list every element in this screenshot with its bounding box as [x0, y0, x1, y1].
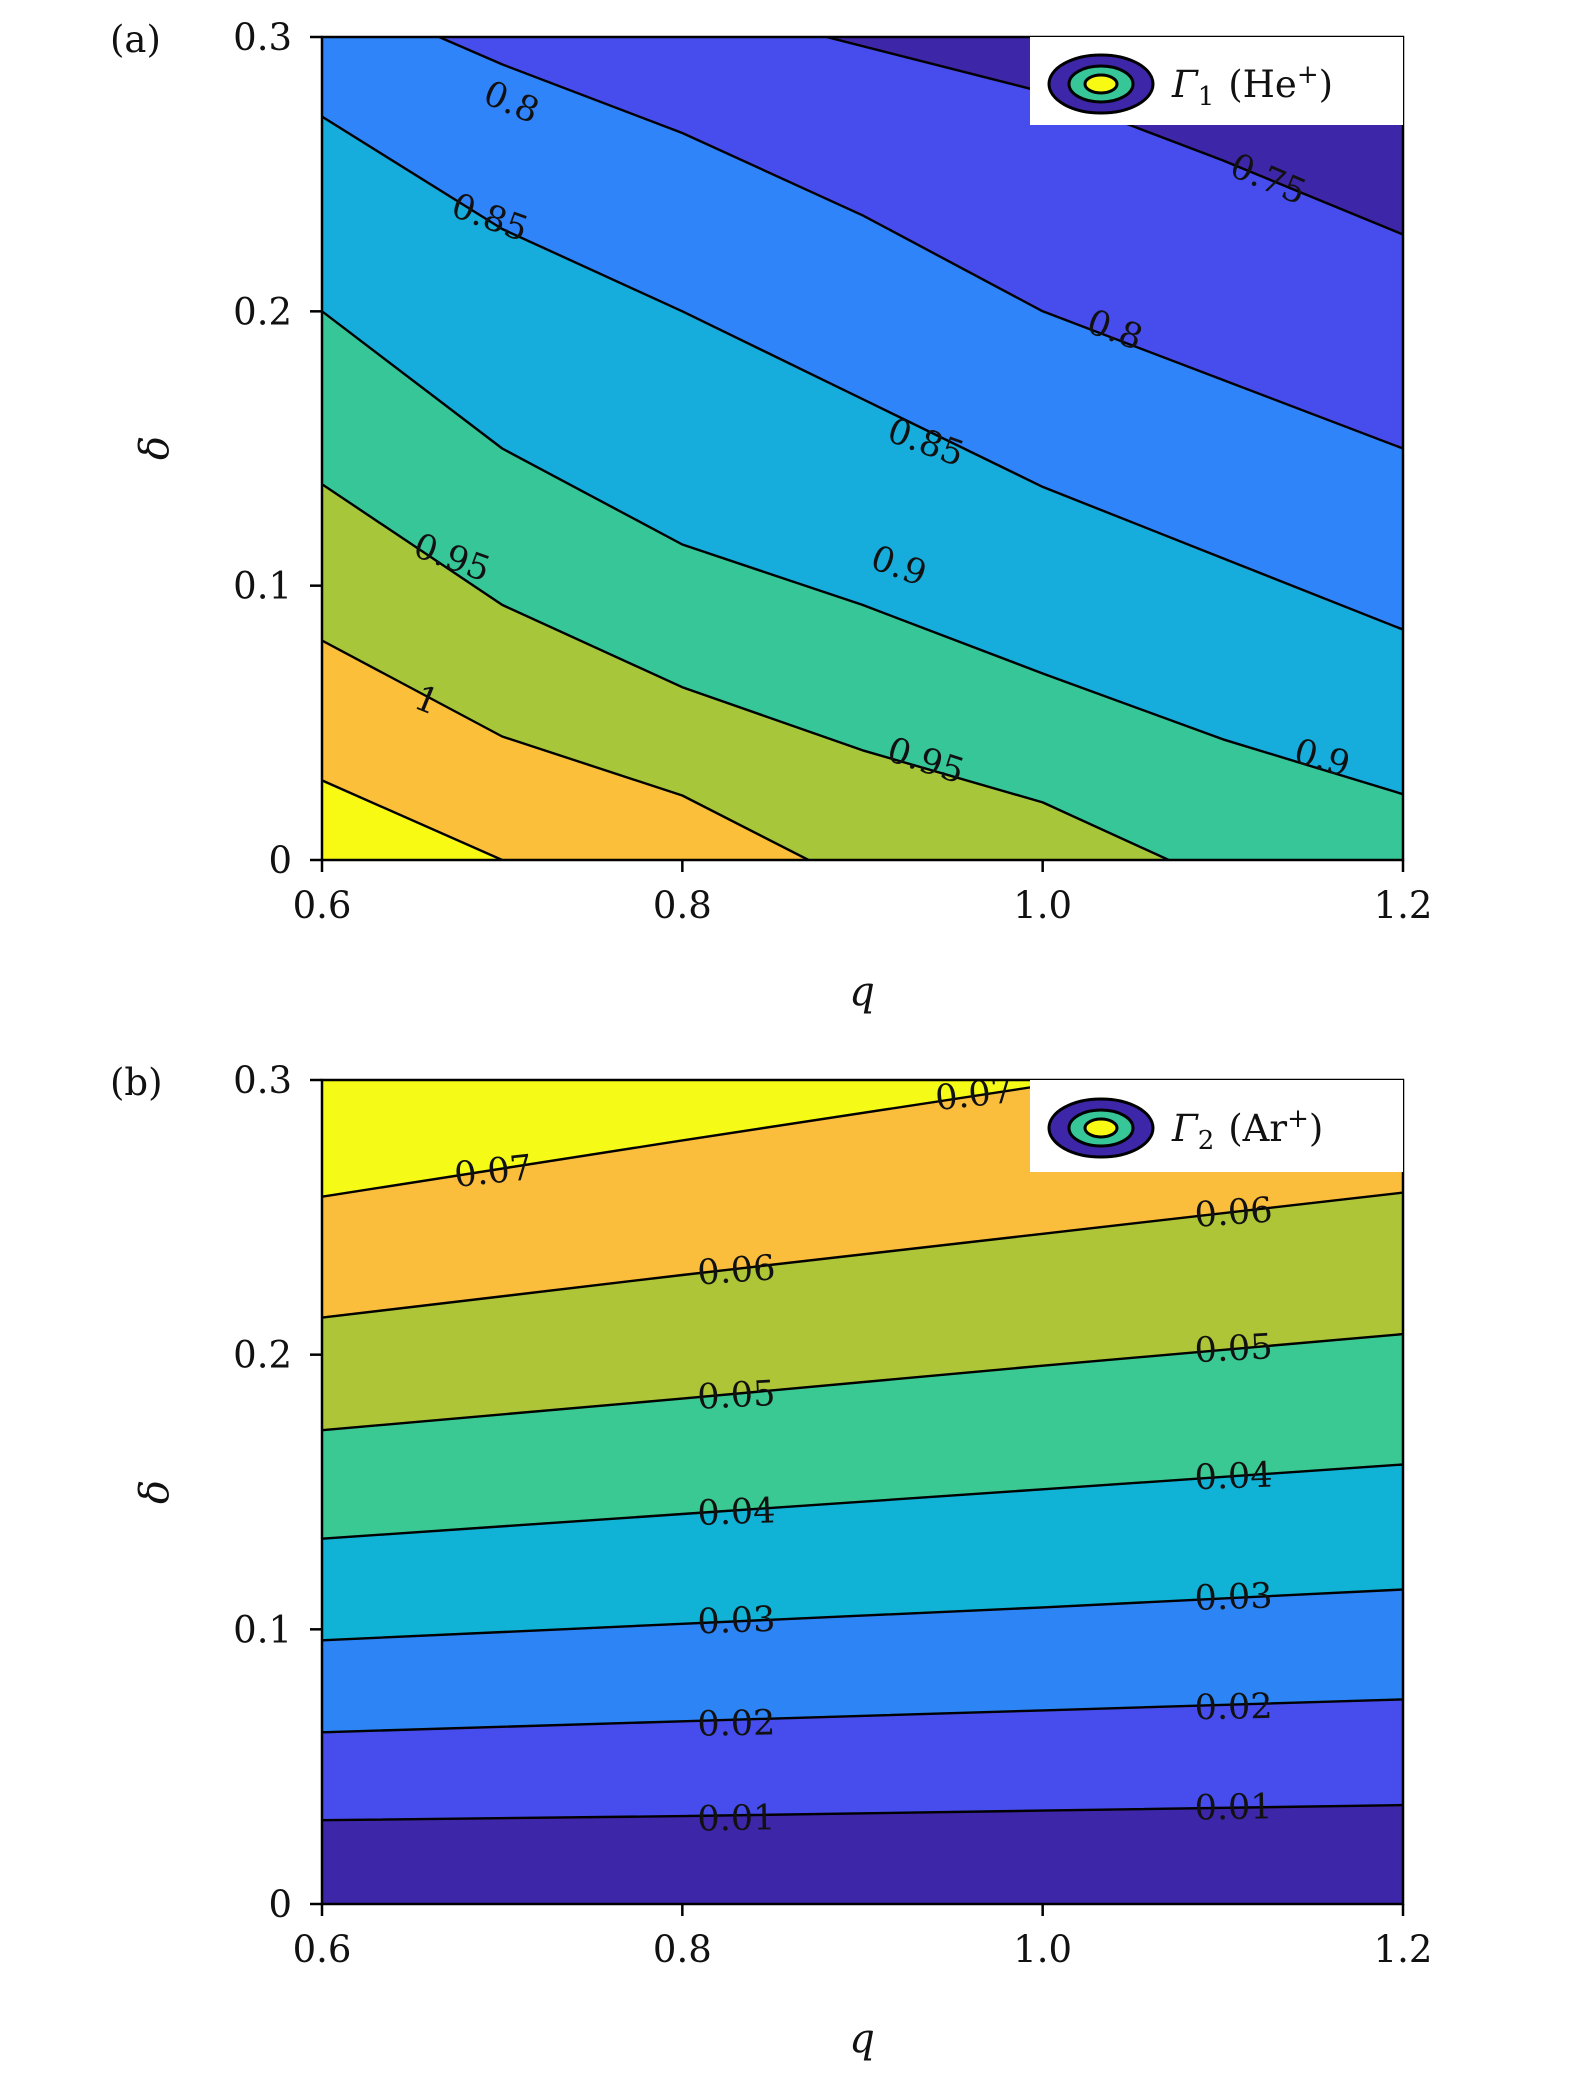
panel-a-xtick-label-1: 0.8 [653, 884, 712, 927]
panel-a-ytick-label-1: 0.1 [233, 565, 292, 608]
panel-a-contour-line-1 [322, 639, 810, 860]
panel-b-contour-label-text-1: 0.07 [933, 1071, 1015, 1119]
panel-b-contour-label-11: 0.02 [1194, 1687, 1273, 1728]
panel-a-xtick-label-3: 1.2 [1374, 884, 1433, 927]
panel-b-contour-line-2 [322, 1588, 1403, 1642]
panel-b-legend-text: Γ2 (Ar+) [1171, 1104, 1323, 1156]
panel-b-ytick-label-0: 0 [268, 1883, 292, 1926]
panel-a-legend-ion: (He [1228, 63, 1297, 106]
panel-b-legend-close: ) [1309, 1107, 1323, 1150]
panel-b-legend-subscript: 2 [1198, 1126, 1215, 1156]
panel-b-ytick-label-3: 0.3 [233, 1059, 292, 1102]
panel-b-contour-labels: 0.07 0.07 0.06 0.06 0.05 0.05 0.04 0.04 0.03 0.03… [452, 1071, 1274, 1840]
panel-a-ytick-label-2: 0.2 [233, 290, 292, 333]
panel-b-xtick-label-0: 0.6 [293, 1928, 352, 1971]
panel-a-legend-close: ) [1319, 63, 1333, 106]
panel-a-ticks: 0.6 0.8 1.0 1.2 0 0.1 0.2 0.3 [233, 16, 1432, 927]
panel-b-contour-label-4: 0.05 [696, 1374, 776, 1418]
panel-a-legend-text: Γ1 (He+) [1171, 60, 1333, 112]
panel-b-xtick-label-1: 0.8 [653, 1928, 712, 1971]
panel-b-contour-label-text-12: 0.01 [697, 1798, 776, 1839]
panel-b-xtick-label-2: 1.0 [1013, 1928, 1072, 1971]
panel-b-xlabel: q [849, 2016, 875, 2062]
panel-b: 0.07 0.07 0.06 0.06 0.05 0.05 0.04 0.04 0.03 0.03… [110, 1059, 1432, 2062]
panel-b-xtick-label-3: 1.2 [1374, 1928, 1433, 1971]
panel-b-ticks: 0.6 0.8 1.0 1.2 0 0.1 0.2 0.3 [233, 1059, 1432, 1971]
panel-b-contour-label-3: 0.06 [1193, 1191, 1274, 1236]
panel-b-legend-symbol: Γ [1171, 1107, 1199, 1150]
panel-b-contour-label-text-9: 0.03 [1194, 1576, 1273, 1619]
panel-b-ytick-label-1: 0.1 [233, 1608, 292, 1651]
panel-b-contour-label-text-10: 0.02 [697, 1703, 776, 1744]
panel-b-band-7 [322, 1080, 1403, 1197]
panel-a-bands [322, 37, 1403, 860]
panel-b-contour-label-0: 0.07 [452, 1148, 534, 1196]
panel-b-contour-line-5 [322, 1191, 1403, 1319]
panel-b-contour-label-text-8: 0.03 [697, 1600, 776, 1643]
panel-a-contour-line-2 [322, 483, 1170, 860]
panel-b-contour-label-text-5: 0.05 [1194, 1327, 1274, 1371]
panel-a-legend-superscript: + [1297, 60, 1319, 90]
panel-a-contour-lines [322, 37, 1403, 860]
panel-b-contour-label-text-6: 0.04 [697, 1491, 776, 1534]
panel-a-legend-contour-icon [1047, 53, 1155, 115]
panel-a-ylabel: δ [132, 436, 178, 460]
panel-b-contour-label-6: 0.04 [697, 1491, 776, 1534]
panel-b-contour-line-4 [322, 1332, 1403, 1432]
panel-b-contour-lines [322, 1080, 1403, 1822]
panel-a-legend-symbol: Γ [1171, 63, 1199, 106]
panel-b-contour-label-10: 0.02 [697, 1703, 776, 1744]
panel-b-legend-ion: (Ar [1228, 1107, 1287, 1150]
panel-b-contour-label-text-7: 0.04 [1194, 1456, 1273, 1499]
panel-b-contour-line-1 [322, 1698, 1403, 1734]
panel-b-contour-label-text-4: 0.05 [696, 1374, 776, 1418]
panel-a-contour-line-4 [322, 115, 1403, 631]
panel-b-contour-label-text-3: 0.06 [1193, 1191, 1274, 1236]
panel-a-xtick-label-0: 0.6 [293, 884, 352, 927]
panel-b-contour-line-0 [322, 1803, 1403, 1822]
panel-b-contour-label-text-0: 0.07 [452, 1148, 534, 1196]
panel-b-contour-label-8: 0.03 [697, 1600, 776, 1643]
panel-a-label: (a) [110, 18, 161, 61]
panel-a-legend-subscript: 1 [1198, 82, 1215, 112]
panel-a-contour-line-6 [826, 37, 1403, 236]
panel-a-contour-line-5 [438, 37, 1403, 450]
panel-a-contour-label-7: 1 [409, 678, 445, 723]
panel-a-band-6 [322, 37, 1403, 449]
panel-b-legend-superscript: + [1287, 1104, 1309, 1134]
panel-b-ylabel: δ [132, 1480, 178, 1504]
panel-a: 0.80.750.850.80.850.95 0.910.95 0.9 0.6 0.8… [110, 16, 1432, 1015]
panel-a-xtick-label-2: 1.0 [1013, 884, 1072, 927]
panel-a-contour-line-3 [322, 310, 1403, 796]
panel-b-contour-label-9: 0.03 [1194, 1576, 1273, 1619]
panel-b-legend: Γ2 (Ar+) [1030, 1080, 1403, 1172]
panel-b-legend-contour-icon [1047, 1097, 1155, 1159]
panel-b-bands [322, 1080, 1403, 1904]
panel-a-plot-frame [320, 35, 1405, 862]
panel-b-contour-label-2: 0.06 [696, 1248, 777, 1293]
panel-b-label: (b) [110, 1061, 163, 1104]
panel-b-contour-label-5: 0.05 [1194, 1327, 1274, 1371]
panel-a-ytick-label-3: 0.3 [233, 16, 292, 59]
panel-b-ytick-label-2: 0.2 [233, 1334, 292, 1377]
panel-b-contour-label-text-13: 0.01 [1194, 1787, 1273, 1828]
panel-b-contour-line-3 [322, 1463, 1403, 1540]
panel-b-contour-label-text-2: 0.06 [696, 1248, 777, 1293]
panel-a-contour-line-0 [322, 779, 503, 860]
panel-b-contour-label-12: 0.01 [697, 1798, 776, 1839]
panel-b-contour-label-text-11: 0.02 [1194, 1687, 1273, 1728]
panel-a-ytick-label-0: 0 [268, 839, 292, 882]
panel-a-legend: Γ1 (He+) [1030, 37, 1403, 125]
panel-b-contour-label-7: 0.04 [1194, 1456, 1273, 1499]
panel-a-xlabel: q [849, 969, 875, 1015]
panel-b-contour-label-13: 0.01 [1194, 1787, 1273, 1828]
panel-b-plot-frame [320, 1078, 1405, 1906]
